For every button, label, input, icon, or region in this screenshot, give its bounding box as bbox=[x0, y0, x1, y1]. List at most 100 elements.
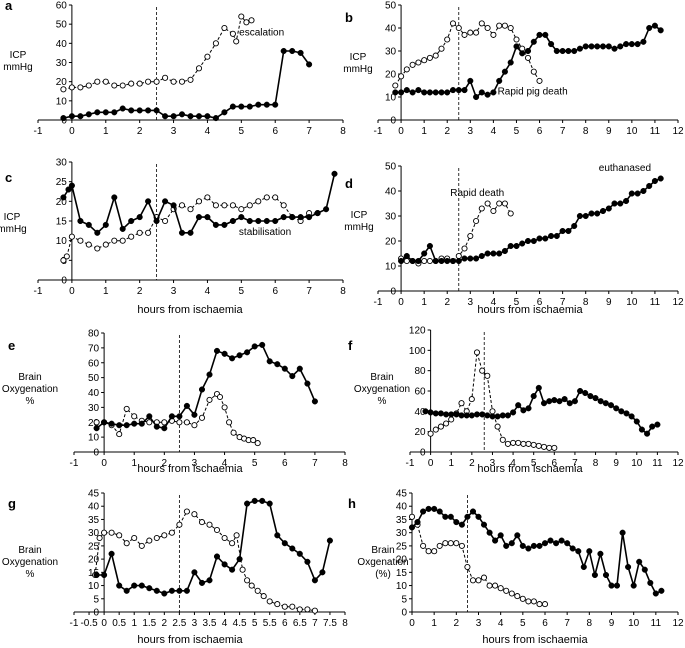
data-point-filled bbox=[586, 548, 593, 555]
series-line-filled bbox=[62, 173, 336, 234]
data-point-filled bbox=[408, 524, 416, 531]
data-point-filled bbox=[427, 409, 434, 416]
data-point-filled bbox=[311, 577, 318, 584]
data-point-open bbox=[255, 198, 262, 205]
x-tick-label: 11 bbox=[651, 618, 662, 629]
data-point-open bbox=[525, 440, 532, 447]
series-line-open bbox=[94, 510, 315, 612]
data-point-filled bbox=[514, 532, 521, 539]
data-point-open bbox=[530, 68, 537, 75]
x-tick-label: 7 bbox=[312, 618, 318, 629]
data-point-filled bbox=[580, 563, 587, 571]
data-point-filled bbox=[540, 400, 548, 407]
data-point-open bbox=[489, 408, 496, 415]
data-point-filled bbox=[458, 412, 465, 419]
data-point-filled bbox=[102, 221, 109, 228]
data-point-open bbox=[119, 237, 126, 244]
data-point-filled bbox=[101, 419, 108, 426]
data-point-open bbox=[467, 29, 474, 36]
data-point-open bbox=[96, 534, 103, 542]
data-point-filled bbox=[116, 582, 123, 589]
data-point-filled bbox=[238, 103, 245, 110]
data-point-filled bbox=[236, 556, 243, 563]
data-point-filled bbox=[494, 413, 501, 420]
data-point-filled bbox=[178, 111, 186, 118]
data-point-open bbox=[431, 548, 438, 555]
data-point-filled bbox=[229, 217, 236, 225]
data-point-filled bbox=[432, 410, 439, 417]
data-point-filled bbox=[136, 107, 143, 114]
x-tick-label: 0 bbox=[69, 126, 75, 137]
data-point-filled bbox=[619, 529, 626, 536]
x-tick-label: 6 bbox=[272, 286, 278, 297]
data-point-filled bbox=[504, 412, 511, 419]
data-point-filled bbox=[490, 89, 497, 96]
data-point-open bbox=[111, 82, 118, 89]
x-tick-label: 11 bbox=[650, 126, 661, 137]
data-point-filled bbox=[255, 217, 262, 225]
data-point-filled bbox=[246, 103, 253, 110]
data-point-open bbox=[123, 405, 130, 412]
data-point-open bbox=[221, 202, 228, 209]
x-tick-label: 9 bbox=[609, 618, 615, 629]
data-point-filled bbox=[444, 257, 451, 265]
data-point-filled bbox=[85, 221, 92, 228]
data-point-filled bbox=[304, 380, 311, 387]
data-point-open bbox=[443, 420, 450, 427]
data-point-open bbox=[409, 61, 416, 68]
data-point-open bbox=[426, 54, 433, 61]
data-point-filled bbox=[266, 500, 273, 507]
x-tick-label: 1 bbox=[103, 126, 109, 137]
x-tick-label: 4 bbox=[491, 297, 497, 308]
data-point-filled bbox=[280, 47, 287, 55]
data-point-filled bbox=[138, 420, 145, 427]
y-axis-label-line: mmHg bbox=[344, 222, 373, 233]
data-point-open bbox=[248, 582, 255, 589]
data-point-filled bbox=[594, 210, 601, 217]
data-point-filled bbox=[623, 410, 630, 417]
x-tick-label: 4.5 bbox=[233, 618, 247, 629]
data-point-open bbox=[195, 65, 203, 72]
data-point-filled bbox=[640, 38, 647, 45]
data-point-open bbox=[94, 245, 101, 252]
y-axis-label: Brain Oxygenation% bbox=[2, 372, 58, 407]
series-line-open bbox=[411, 516, 545, 605]
data-point-filled bbox=[455, 257, 462, 265]
y-tick-label: 25 bbox=[88, 541, 100, 552]
panel-label: b bbox=[345, 10, 353, 25]
data-point-filled bbox=[68, 113, 75, 120]
y-tick-label: 0 bbox=[401, 608, 407, 619]
data-point-filled bbox=[326, 537, 333, 544]
data-point-open bbox=[77, 237, 84, 244]
data-point-filled bbox=[461, 87, 468, 94]
data-point-filled bbox=[571, 398, 578, 405]
data-point-open bbox=[233, 38, 240, 45]
data-point-filled bbox=[535, 384, 542, 391]
y-axis-label-line: mmHg bbox=[0, 224, 27, 235]
y-axis-label-line: Brain bbox=[18, 545, 41, 556]
data-point-filled bbox=[289, 545, 296, 552]
data-point-open bbox=[101, 529, 108, 536]
data-point-filled bbox=[331, 170, 338, 177]
data-point-filled bbox=[426, 89, 433, 96]
panel-label: c bbox=[5, 170, 12, 185]
data-point-filled bbox=[503, 542, 510, 549]
x-tick-label: 7 bbox=[312, 458, 318, 469]
data-point-filled bbox=[501, 247, 508, 255]
data-point-open bbox=[479, 367, 486, 374]
data-point-open bbox=[442, 540, 449, 547]
panel-label: e bbox=[8, 338, 15, 353]
data-point-filled bbox=[229, 566, 236, 573]
y-tick-label: 35 bbox=[88, 515, 100, 526]
data-point-filled bbox=[542, 31, 549, 38]
y-axis-label-line: % bbox=[26, 569, 35, 580]
x-tick-label: 3 bbox=[192, 618, 198, 629]
data-point-open bbox=[178, 78, 186, 85]
x-axis-title-row1-left: hours from ischaemia bbox=[137, 304, 243, 316]
data-point-open bbox=[520, 440, 527, 447]
series-line-filled bbox=[400, 177, 662, 262]
data-point-filled bbox=[510, 409, 517, 416]
data-point-filled bbox=[591, 571, 598, 579]
y-tick-label: 15 bbox=[56, 217, 68, 228]
